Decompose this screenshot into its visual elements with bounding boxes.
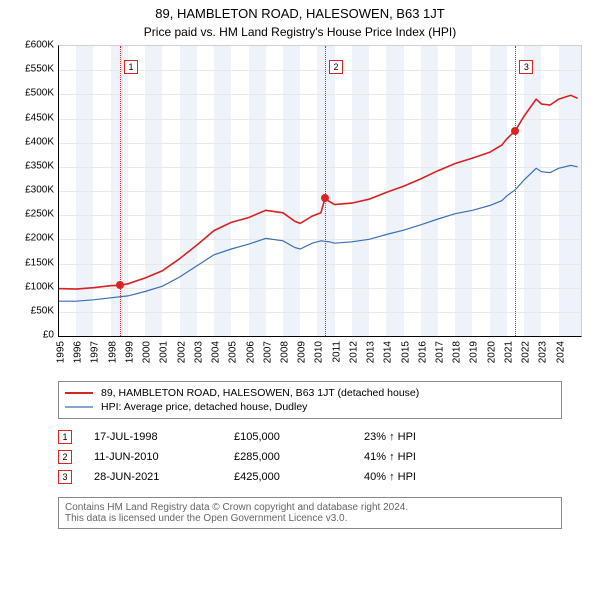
x-tick-label: 2014 [383,341,394,363]
footnote-box: Contains HM Land Registry data © Crown c… [58,497,562,529]
price-paid-pct: 40% ↑ HPI [364,471,548,483]
y-tick-label: £300K [25,185,54,196]
plot-svg [59,46,581,336]
x-tick-label: 2019 [469,341,480,363]
price-paid-row: 2 11-JUN-2010£285,00041% ↑ HPI [58,447,548,467]
y-tick-label: £150K [25,257,54,268]
x-tick-label: 2021 [503,341,514,363]
x-tick-label: 2005 [228,341,239,363]
chart-marker-box: 1 [124,60,138,74]
x-tick-label: 2006 [245,341,256,363]
x-tick-label: 2000 [142,341,153,363]
price-paid-dot [116,281,124,289]
x-tick-label: 1995 [56,341,67,363]
x-tick-label: 2011 [331,341,342,363]
x-axis-labels: 1995 1996 1997 1998 1999 2000 2001 2002 2003 2004… [58,337,580,377]
chart-subtitle: Price paid vs. HM Land Registry's House … [0,21,600,45]
y-tick-label: £550K [25,64,54,75]
x-tick-label: 2010 [314,341,325,363]
x-tick-label: 1996 [73,341,84,363]
chart-area: £0 £50K £100K £150K £200K £250K £300K £350K £400… [10,45,590,375]
x-tick-label: 2002 [176,341,187,363]
y-tick-label: £250K [25,209,54,220]
y-tick-label: £0 [43,330,54,341]
x-tick-label: 2013 [366,341,377,363]
x-tick-label: 2020 [486,341,497,363]
x-tick-label: 1999 [124,341,135,363]
footnote-line2: This data is licensed under the Open Gov… [65,513,555,524]
legend-item: 89, HAMBLETON ROAD, HALESOWEN, B63 1JT (… [65,386,555,400]
price-paid-price: £425,000 [234,471,364,483]
price-paid-date: 28-JUN-2021 [94,471,234,483]
legend-label: HPI: Average price, detached house, Dudl… [101,401,307,413]
x-tick-label: 2023 [538,341,549,363]
y-tick-label: £200K [25,233,54,244]
footnote-line1: Contains HM Land Registry data © Crown c… [65,502,555,513]
x-tick-label: 2012 [348,341,359,363]
x-tick-label: 2016 [417,341,428,363]
y-tick-label: £450K [25,112,54,123]
plot-region: 1 2 3 [58,45,582,337]
x-tick-label: 2007 [262,341,273,363]
y-tick-label: £100K [25,281,54,292]
series-line [59,95,578,289]
chart-marker-box: 2 [329,60,343,74]
price-paid-marker: 2 [58,450,72,464]
price-paid-price: £285,000 [234,451,364,463]
y-tick-label: £50K [31,305,54,316]
y-axis-labels: £0£50K£100K£150K£200K£250K£300K£350K£400… [10,45,56,335]
x-tick-label: 1998 [107,341,118,363]
x-tick-label: 2018 [452,341,463,363]
price-paid-marker: 1 [58,430,72,444]
x-tick-label: 2017 [435,341,446,363]
price-paid-dot [321,194,329,202]
x-tick-label: 2024 [555,341,566,363]
price-paid-date: 17-JUL-1998 [94,431,234,443]
x-tick-label: 2001 [159,341,170,363]
x-tick-label: 2003 [193,341,204,363]
price-paid-pct: 41% ↑ HPI [364,451,548,463]
price-paid-date: 11-JUN-2010 [94,451,234,463]
y-tick-label: £500K [25,88,54,99]
price-paid-marker: 3 [58,470,72,484]
price-paid-row: 3 28-JUN-2021£425,00040% ↑ HPI [58,467,548,487]
x-tick-label: 2022 [521,341,532,363]
x-tick-label: 2009 [297,341,308,363]
legend-label: 89, HAMBLETON ROAD, HALESOWEN, B63 1JT (… [101,387,419,399]
price-paid-pct: 23% ↑ HPI [364,431,548,443]
price-paid-row: 1 17-JUL-1998£105,00023% ↑ HPI [58,427,548,447]
x-tick-label: 1997 [90,341,101,363]
y-tick-label: £350K [25,160,54,171]
price-paid-table: 1 17-JUL-1998£105,00023% ↑ HPI 2 11-JUN-201… [58,427,548,487]
x-tick-label: 2004 [211,341,222,363]
x-tick-label: 2015 [400,341,411,363]
chart-marker-box: 3 [519,60,533,74]
legend-item: HPI: Average price, detached house, Dudl… [65,400,555,414]
y-tick-label: £400K [25,136,54,147]
legend-box: 89, HAMBLETON ROAD, HALESOWEN, B63 1JT (… [58,381,562,419]
x-tick-label: 2008 [279,341,290,363]
chart-title: 89, HAMBLETON ROAD, HALESOWEN, B63 1JT [0,0,600,21]
y-tick-label: £600K [25,40,54,51]
price-paid-dot [511,127,519,135]
price-paid-price: £105,000 [234,431,364,443]
